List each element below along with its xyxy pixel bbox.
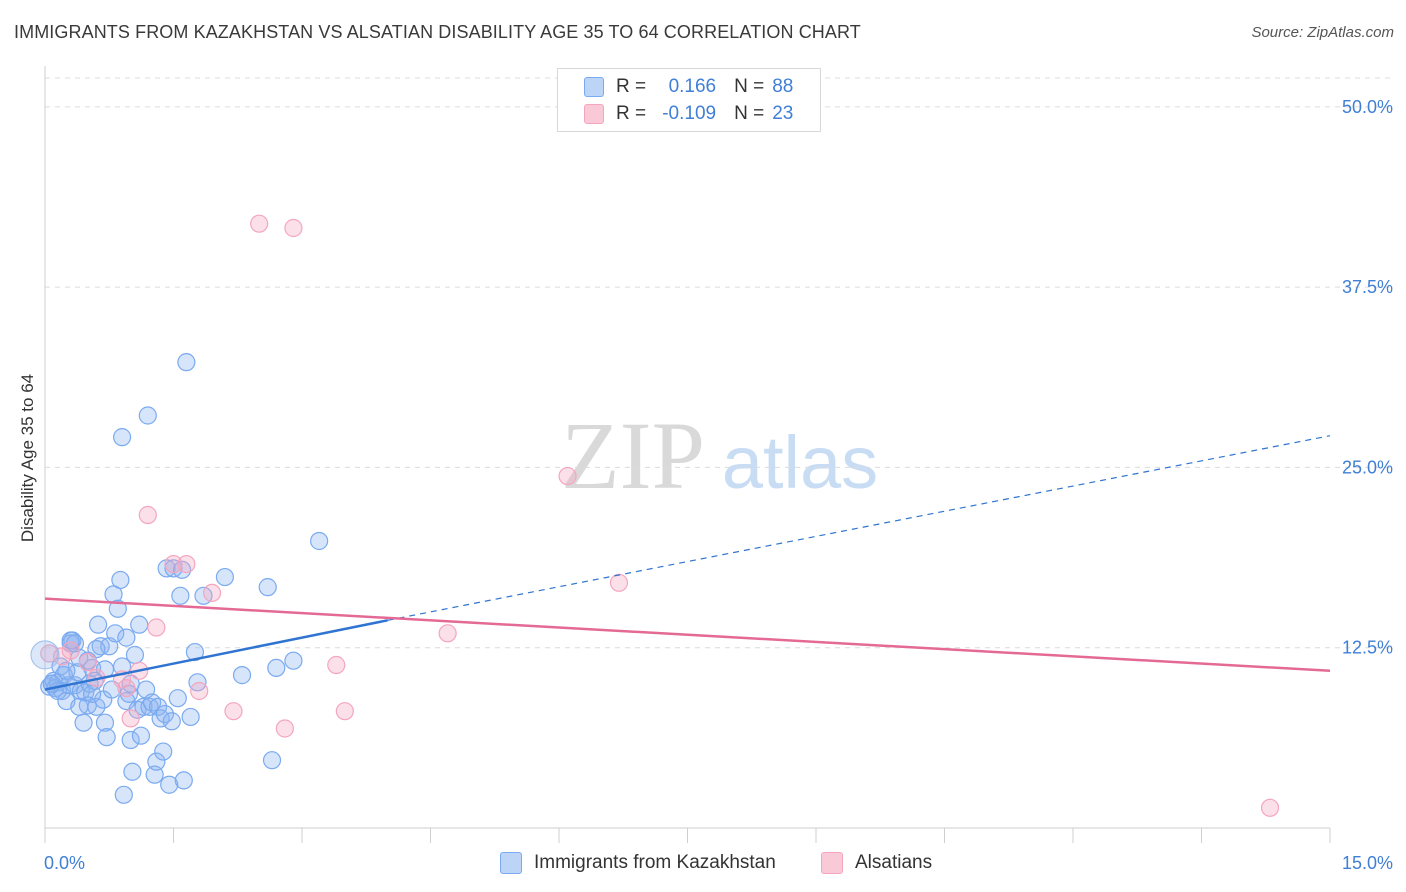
kazakhstan-point [108, 599, 127, 618]
alsatian-point [61, 641, 80, 660]
chart-title: IMMIGRANTS FROM KAZAKHSTAN VS ALSATIAN D… [14, 22, 861, 42]
kazakhstan-point [30, 640, 60, 670]
trend-lines [44, 435, 1331, 691]
alsatian-point [558, 466, 577, 486]
kazakhstan-point [123, 762, 142, 781]
legend-r-value: -0.109 [662, 103, 717, 124]
kazakhstan-point [232, 666, 252, 685]
kazakhstan-point [114, 785, 133, 804]
watermark-atlas: atlas [722, 421, 878, 504]
alsatian-point [609, 573, 629, 592]
kazakhstan-point [174, 771, 193, 790]
y-tick-label: 37.5% [1342, 277, 1393, 297]
kazakhstan-point [121, 730, 140, 750]
alsatian-point [335, 702, 354, 721]
kazakhstan-point [171, 586, 190, 605]
kazakhstan-point [74, 713, 93, 732]
alsatian-point [147, 618, 166, 637]
kazakhstan-point [177, 353, 196, 372]
alsatian-point [1260, 798, 1280, 817]
kazakhstan-point [134, 697, 153, 716]
kazakhstan-point [185, 642, 205, 662]
series-swatch-kazakhstan [500, 852, 522, 874]
alsatian-point [202, 583, 222, 603]
y-tick-label: 25.0% [1342, 457, 1393, 477]
series-legend: Immigrants from Kazakhstan Alsatians [0, 852, 1406, 878]
kazakhstan-point [168, 689, 187, 708]
alsatian-trend-line [44, 597, 1331, 673]
kazakhstan-point [284, 651, 303, 670]
kazakhstan-point [70, 697, 89, 716]
kazakhstan-point [112, 428, 132, 447]
kazakhstan-point [155, 704, 175, 724]
alsatian-point [78, 653, 97, 672]
kazakhstan-point [147, 752, 166, 771]
legend-row-kazakhstan: R = 0.166 N = 88 [584, 74, 793, 100]
alsatian-point [327, 655, 346, 675]
watermark-zip: ZIP [561, 402, 705, 509]
legend-row-alsatians: R = -0.109 N = 23 [584, 101, 793, 127]
alsatian-point [224, 702, 243, 721]
x-tick-label: 15.0% [1342, 853, 1393, 873]
legend-n-value: 23 [772, 103, 794, 124]
alsatian-point [138, 505, 157, 525]
series-label-alsatians: Alsatians [855, 852, 933, 873]
kazakhstan-point [106, 624, 125, 643]
kazakhstan-point [57, 661, 76, 680]
kazakhstan-point [267, 658, 286, 678]
kazakhstan-point [162, 712, 181, 731]
legend-swatch-kazakhstan [584, 77, 604, 97]
legend-n-label: N = [734, 103, 765, 124]
y-tick-label: 50.0% [1342, 97, 1393, 117]
x-tick-label: 0.0% [44, 853, 85, 873]
kazakhstan-point [160, 775, 179, 794]
grid-lines [45, 77, 1392, 649]
kazakhstan-point [262, 751, 282, 770]
kazakhstan-point [130, 615, 149, 634]
alsatian-point [438, 624, 457, 643]
alsatian-point [177, 554, 196, 574]
kazakhstan-point [111, 570, 130, 590]
axes [44, 66, 1331, 843]
kazakhstan-point [215, 567, 234, 587]
series-swatch-alsatians [821, 852, 843, 874]
kazakhstan-point [258, 578, 277, 597]
kazakhstan-point [148, 697, 168, 716]
legend-n-label: N = [734, 76, 765, 97]
legend-n-value: 88 [772, 76, 794, 97]
tick-labels: 12.5% 25.0% 37.5% 50.0% 0.0% 15.0% [44, 97, 1393, 873]
alsatian-point [284, 218, 303, 238]
legend-r-label: R = [616, 103, 647, 124]
series-label-kazakhstan: Immigrants from Kazakhstan [534, 852, 776, 873]
source-label: Source: ZipAtlas.com [1251, 24, 1394, 41]
kazakhstan-point [89, 615, 108, 634]
kazakhstan-point [181, 707, 200, 727]
kazakhstan-point [95, 713, 115, 732]
kazakhstan-trend-line [44, 619, 388, 691]
scatter-points [30, 214, 1280, 817]
kazakhstan-point [97, 728, 116, 747]
correlation-legend: R = 0.166 N = 88 R = -0.109 N = 23 [557, 68, 821, 132]
series-legend-kazakhstan[interactable]: Immigrants from Kazakhstan [500, 852, 776, 874]
kazakhstan-point [131, 726, 151, 745]
alsatian-point [250, 214, 269, 233]
legend-swatch-alsatians [584, 104, 604, 124]
legend-r-label: R = [616, 76, 647, 97]
series-legend-alsatians[interactable]: Alsatians [821, 852, 932, 874]
kazakhstan-point [154, 742, 173, 761]
kazakhstan-point [125, 645, 145, 665]
alsatian-point [275, 719, 294, 738]
legend-r-value: 0.166 [668, 76, 717, 97]
kazakhstan-point [138, 406, 157, 425]
kazakhstan-point [117, 628, 136, 647]
alsatian-point [121, 709, 140, 728]
alsatian-point [190, 681, 209, 701]
kazakhstan-point [83, 684, 102, 703]
kazakhstan-point [310, 531, 329, 551]
alsatian-point [164, 554, 183, 574]
y-tick-label: 12.5% [1342, 638, 1393, 658]
alsatian-point [117, 678, 136, 698]
